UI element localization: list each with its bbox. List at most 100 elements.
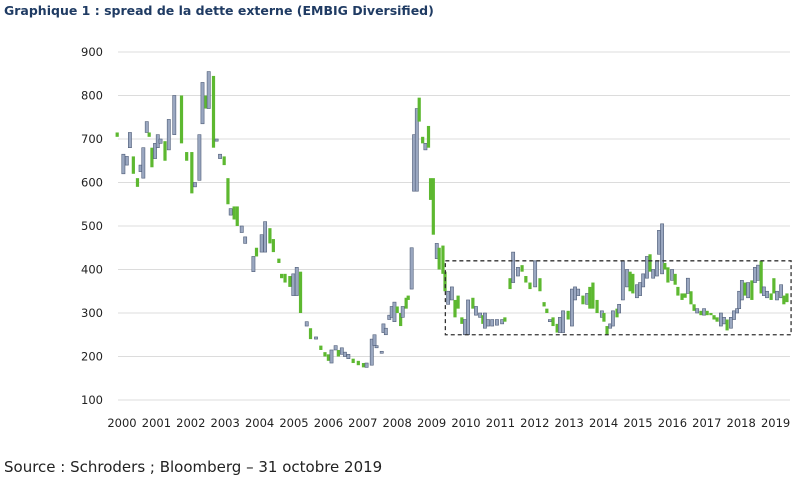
x-tick-label: 2016 — [658, 416, 687, 430]
candle-green — [782, 295, 786, 305]
candle-green — [417, 97, 421, 122]
x-tick-label: 2009 — [417, 416, 446, 430]
candle-green — [750, 280, 754, 300]
candle-green — [222, 156, 226, 166]
candle-blue — [779, 284, 784, 299]
candle-green — [551, 317, 555, 327]
x-tick-label: 2006 — [314, 416, 343, 430]
candle-blue — [660, 223, 664, 275]
candle-blue — [158, 138, 163, 144]
chart-title: Graphique 1 : spread de la dette externe… — [4, 3, 434, 18]
y-tick-label: 500 — [81, 219, 103, 233]
candle-blue — [206, 71, 211, 109]
candle-blue — [645, 256, 649, 279]
candle-blue — [655, 260, 659, 277]
candle-green — [323, 352, 327, 357]
candle-green — [426, 125, 431, 148]
candle-green — [545, 308, 549, 313]
candle-blue — [617, 303, 621, 314]
candle-blue — [329, 349, 334, 364]
candle-blue — [153, 143, 157, 159]
candle-blue — [214, 138, 219, 142]
candle-green — [595, 299, 599, 313]
candle-green — [268, 228, 272, 244]
candle-green — [460, 317, 464, 324]
candle-blue — [695, 308, 700, 314]
candle-blue — [573, 286, 577, 301]
candle-green — [471, 297, 475, 309]
candle-green — [283, 273, 287, 283]
candle-green — [319, 345, 323, 350]
candle-green — [431, 178, 435, 235]
x-tick-label: 2013 — [555, 416, 584, 430]
candle-green — [147, 132, 151, 137]
candle-green — [235, 206, 239, 226]
candle-green — [150, 147, 154, 168]
candle-blue — [304, 321, 309, 327]
candle-green — [663, 262, 667, 270]
candle-green — [538, 278, 542, 292]
candle-green — [615, 308, 619, 318]
candle-green — [692, 304, 696, 311]
candle-green — [628, 271, 632, 292]
candle-blue — [166, 119, 171, 151]
y-tick-label: 700 — [81, 132, 103, 146]
candle-green — [437, 247, 441, 270]
candle-green — [443, 271, 447, 292]
candle-green — [361, 363, 366, 368]
candle-blue — [753, 267, 757, 283]
candle-green — [631, 273, 635, 294]
x-tick-label: 2004 — [245, 416, 274, 430]
candle-blue — [446, 290, 451, 305]
candle-blue — [511, 251, 516, 283]
y-tick-label: 900 — [81, 45, 103, 59]
candle-green — [190, 152, 194, 194]
y-axis-ticks: 900 800 700 600 500 400 300 200 100 — [81, 45, 103, 407]
candle-blue — [657, 230, 661, 255]
candle-blue — [533, 260, 538, 288]
gridlines — [118, 51, 790, 401]
candle-blue — [478, 312, 483, 318]
x-tick-label: 2002 — [176, 416, 205, 430]
candle-blue — [383, 327, 388, 336]
candle-blue — [474, 306, 478, 316]
x-tick-label: 2015 — [623, 416, 652, 430]
candle-blue — [495, 319, 499, 326]
candle-green — [528, 282, 532, 290]
candle-green — [421, 136, 425, 144]
candle-blue — [610, 310, 615, 327]
x-tick-label: 2011 — [486, 416, 515, 430]
candle-green — [772, 278, 776, 294]
candle-blue — [635, 284, 639, 299]
x-tick-label: 2003 — [211, 416, 240, 430]
candle-blue — [516, 267, 520, 277]
candle-green — [555, 323, 559, 333]
x-tick-label: 2014 — [589, 416, 618, 430]
candle-blue — [585, 293, 589, 305]
candle-blue — [423, 143, 428, 151]
candle-green — [705, 310, 709, 316]
candle-green — [115, 132, 119, 137]
candle-green — [520, 265, 524, 272]
candle-blue — [294, 267, 299, 296]
candle-blue — [197, 134, 202, 181]
candle-blue — [409, 247, 414, 290]
candle-green — [280, 273, 284, 279]
candle-green — [441, 245, 445, 274]
candle-blue — [651, 269, 656, 279]
candle-green — [406, 295, 410, 300]
candle-green — [254, 247, 259, 257]
candle-blue — [369, 338, 374, 366]
x-tick-label: 2018 — [727, 416, 756, 430]
candle-blue — [490, 319, 495, 327]
candle-green — [356, 360, 360, 366]
candle-green — [591, 282, 595, 309]
candle-blue — [756, 264, 760, 281]
y-tick-label: 800 — [81, 89, 103, 103]
x-tick-label: 2008 — [383, 416, 412, 430]
x-tick-label: 2017 — [692, 416, 721, 430]
candle-blue — [414, 108, 419, 192]
candle-green — [453, 299, 457, 318]
source-note: Source : Schroders ; Bloomberg – 31 octo… — [4, 458, 383, 476]
